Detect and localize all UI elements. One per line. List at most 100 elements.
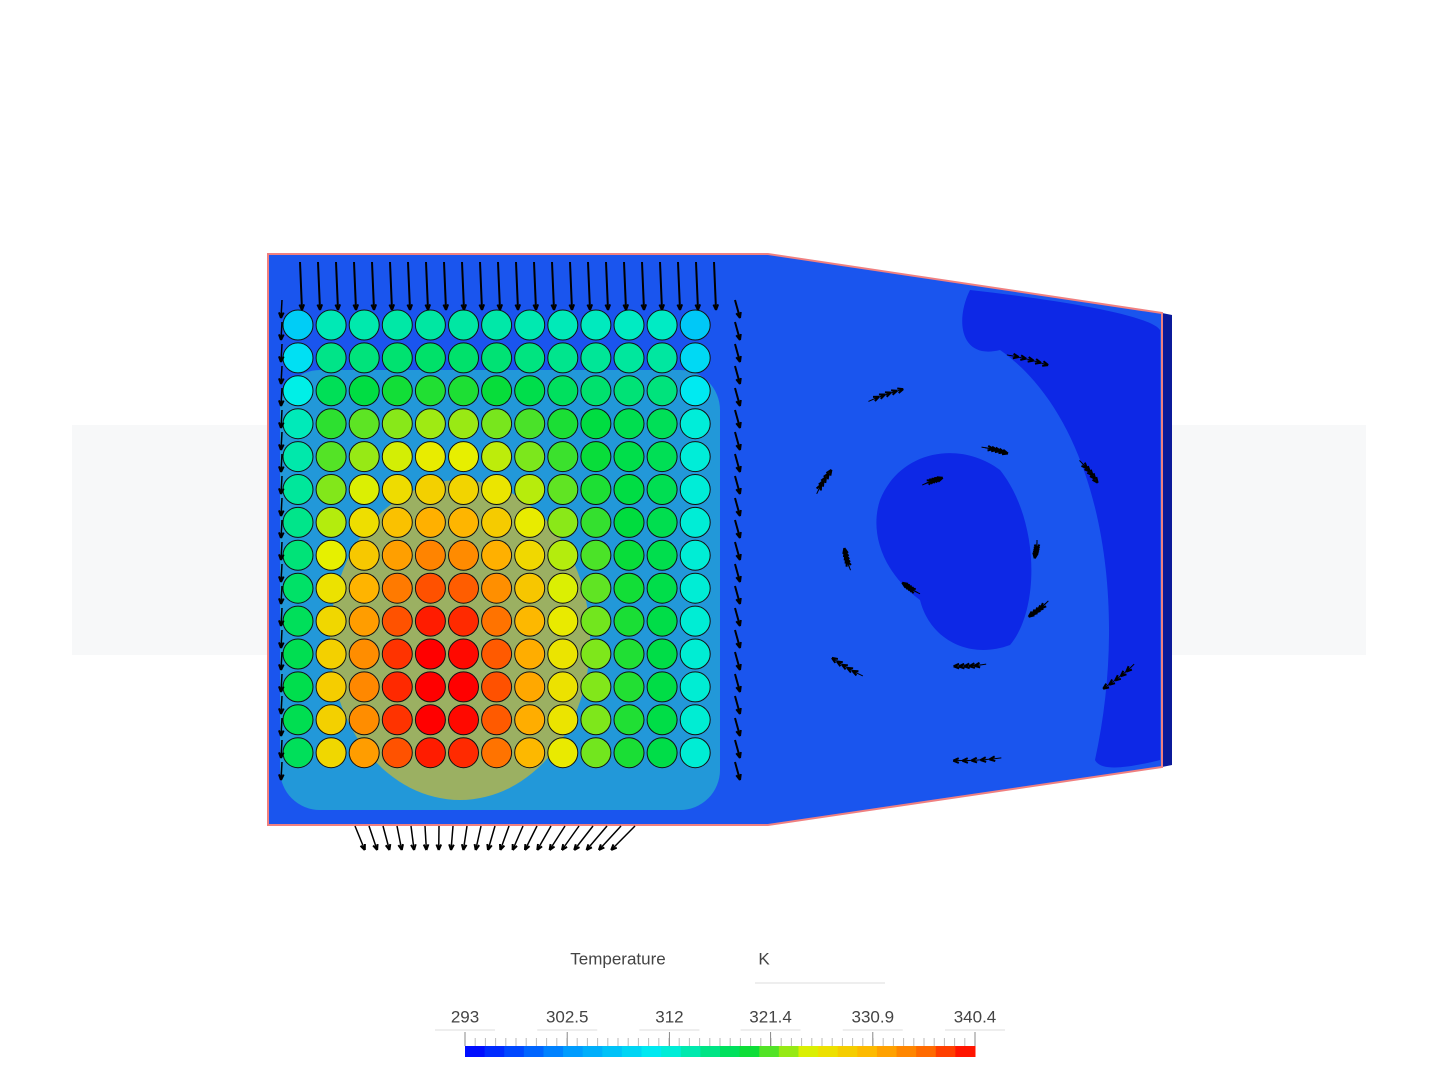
- heater: [316, 639, 346, 669]
- colorbar-segment: [642, 1046, 662, 1057]
- heater: [382, 475, 412, 505]
- heater: [482, 540, 512, 570]
- colorbar-segment: [818, 1046, 838, 1057]
- heater: [614, 705, 644, 735]
- heater: [449, 672, 479, 702]
- heater: [647, 343, 677, 373]
- heater: [415, 738, 445, 768]
- heater: [647, 573, 677, 603]
- heater: [482, 507, 512, 537]
- heater: [482, 573, 512, 603]
- heater: [449, 639, 479, 669]
- heater: [349, 672, 379, 702]
- colorbar-segment: [897, 1046, 917, 1057]
- heater: [283, 343, 313, 373]
- heater: [283, 738, 313, 768]
- colorbar-tick-label: 312: [655, 1007, 683, 1026]
- heater: [548, 672, 578, 702]
- heater: [415, 409, 445, 439]
- heater: [581, 573, 611, 603]
- colorbar-segment: [759, 1046, 779, 1057]
- heater: [515, 442, 545, 472]
- heater: [316, 475, 346, 505]
- colorbar-segment: [563, 1046, 583, 1057]
- heater: [680, 573, 710, 603]
- heater: [581, 639, 611, 669]
- heater: [349, 310, 379, 340]
- heater: [349, 705, 379, 735]
- heater: [449, 738, 479, 768]
- heater: [614, 540, 644, 570]
- heater: [382, 606, 412, 636]
- colorbar-tick-label: 293: [451, 1007, 479, 1026]
- heater: [548, 442, 578, 472]
- heater: [283, 310, 313, 340]
- heater: [548, 507, 578, 537]
- heater: [415, 343, 445, 373]
- heater: [349, 738, 379, 768]
- heater: [283, 475, 313, 505]
- colorbar-segment: [740, 1046, 760, 1057]
- heater: [515, 475, 545, 505]
- heater: [680, 738, 710, 768]
- colorbar-segment: [465, 1046, 485, 1057]
- heater: [548, 343, 578, 373]
- colorbar-segment: [524, 1046, 544, 1057]
- heater: [283, 606, 313, 636]
- heater: [415, 507, 445, 537]
- heater: [548, 310, 578, 340]
- colorbar-segment: [622, 1046, 642, 1057]
- heater: [482, 606, 512, 636]
- heater: [614, 310, 644, 340]
- heater: [449, 310, 479, 340]
- heater: [680, 507, 710, 537]
- heater: [449, 540, 479, 570]
- heater: [283, 442, 313, 472]
- heater: [548, 705, 578, 735]
- heater: [382, 639, 412, 669]
- heater: [482, 376, 512, 406]
- heater: [283, 409, 313, 439]
- heater: [548, 606, 578, 636]
- colorbar-segment: [583, 1046, 603, 1057]
- heater: [680, 705, 710, 735]
- heater: [647, 639, 677, 669]
- heater: [647, 540, 677, 570]
- heater: [680, 639, 710, 669]
- heater: [349, 606, 379, 636]
- heater: [647, 672, 677, 702]
- heater: [548, 376, 578, 406]
- heater: [283, 540, 313, 570]
- heater: [349, 540, 379, 570]
- heater: [316, 376, 346, 406]
- heater: [415, 540, 445, 570]
- heater: [415, 376, 445, 406]
- heater: [283, 639, 313, 669]
- heater: [415, 573, 445, 603]
- heater: [316, 343, 346, 373]
- heater: [515, 409, 545, 439]
- heater: [581, 672, 611, 702]
- legend-unit: K: [758, 949, 770, 968]
- heater: [680, 442, 710, 472]
- heater: [415, 672, 445, 702]
- heater: [316, 606, 346, 636]
- heater: [382, 573, 412, 603]
- heater: [614, 738, 644, 768]
- heater: [316, 442, 346, 472]
- heater: [581, 442, 611, 472]
- heater: [482, 409, 512, 439]
- heater: [449, 475, 479, 505]
- heater: [349, 409, 379, 439]
- heater: [548, 409, 578, 439]
- heater: [415, 442, 445, 472]
- heater: [382, 343, 412, 373]
- heater: [449, 376, 479, 406]
- heater: [548, 738, 578, 768]
- heater: [680, 376, 710, 406]
- heater: [515, 672, 545, 702]
- colorbar-segment: [877, 1046, 897, 1057]
- colorbar-tick-label: 302.5: [546, 1007, 589, 1026]
- heater: [449, 409, 479, 439]
